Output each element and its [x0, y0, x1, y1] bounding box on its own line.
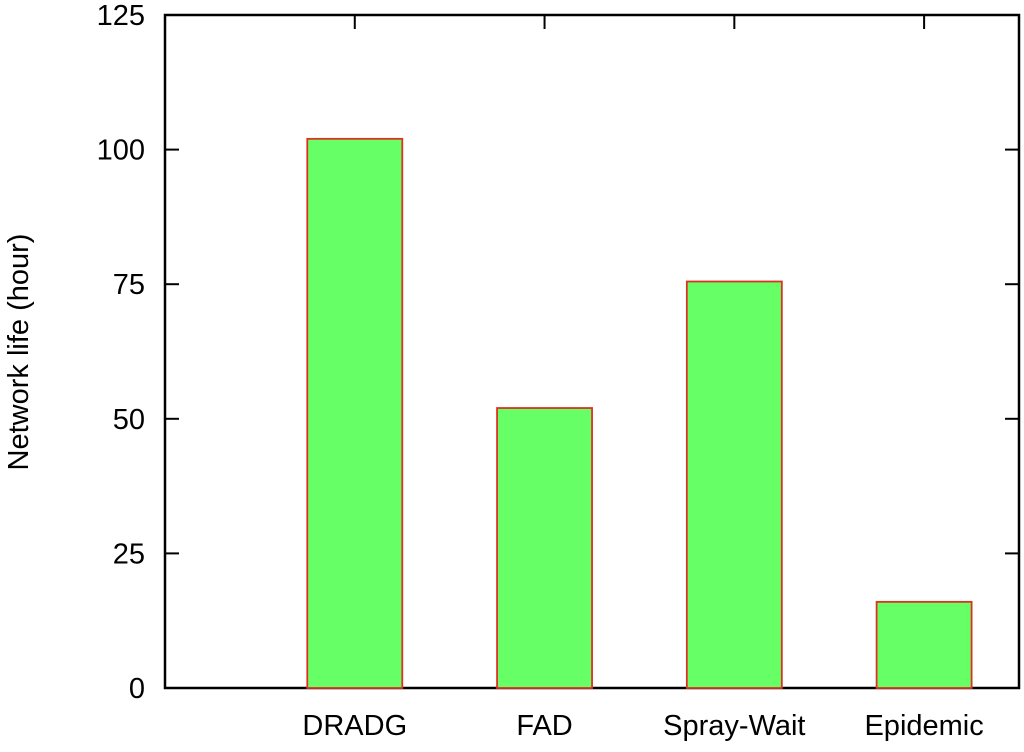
bar-fad: [496, 407, 593, 689]
x-tick-label: FAD: [516, 710, 572, 742]
x-tick-label: Epidemic: [864, 710, 983, 742]
ticks: [165, 15, 1019, 555]
x-tick-label: DRADG: [302, 710, 407, 742]
y-tick-label: 25: [113, 538, 145, 570]
y-axis-title: Network life (hour): [3, 234, 35, 471]
bar-spray-wait: [685, 280, 783, 689]
tick-labels: DRADG FAD Spray-Wait Epidemic 0 25 50 75 100 125: [97, 0, 984, 742]
bar-dradg: [306, 137, 404, 689]
y-tick-label: 125: [97, 0, 145, 32]
y-tick-label: 50: [113, 404, 145, 436]
x-tick-label: Spray-Wait: [663, 710, 805, 742]
y-tick-label: 100: [97, 135, 145, 167]
y-tick-label: 75: [113, 269, 145, 301]
bar-epidemic: [875, 600, 973, 689]
y-tick-label: 0: [129, 673, 145, 705]
bars: [306, 137, 973, 689]
